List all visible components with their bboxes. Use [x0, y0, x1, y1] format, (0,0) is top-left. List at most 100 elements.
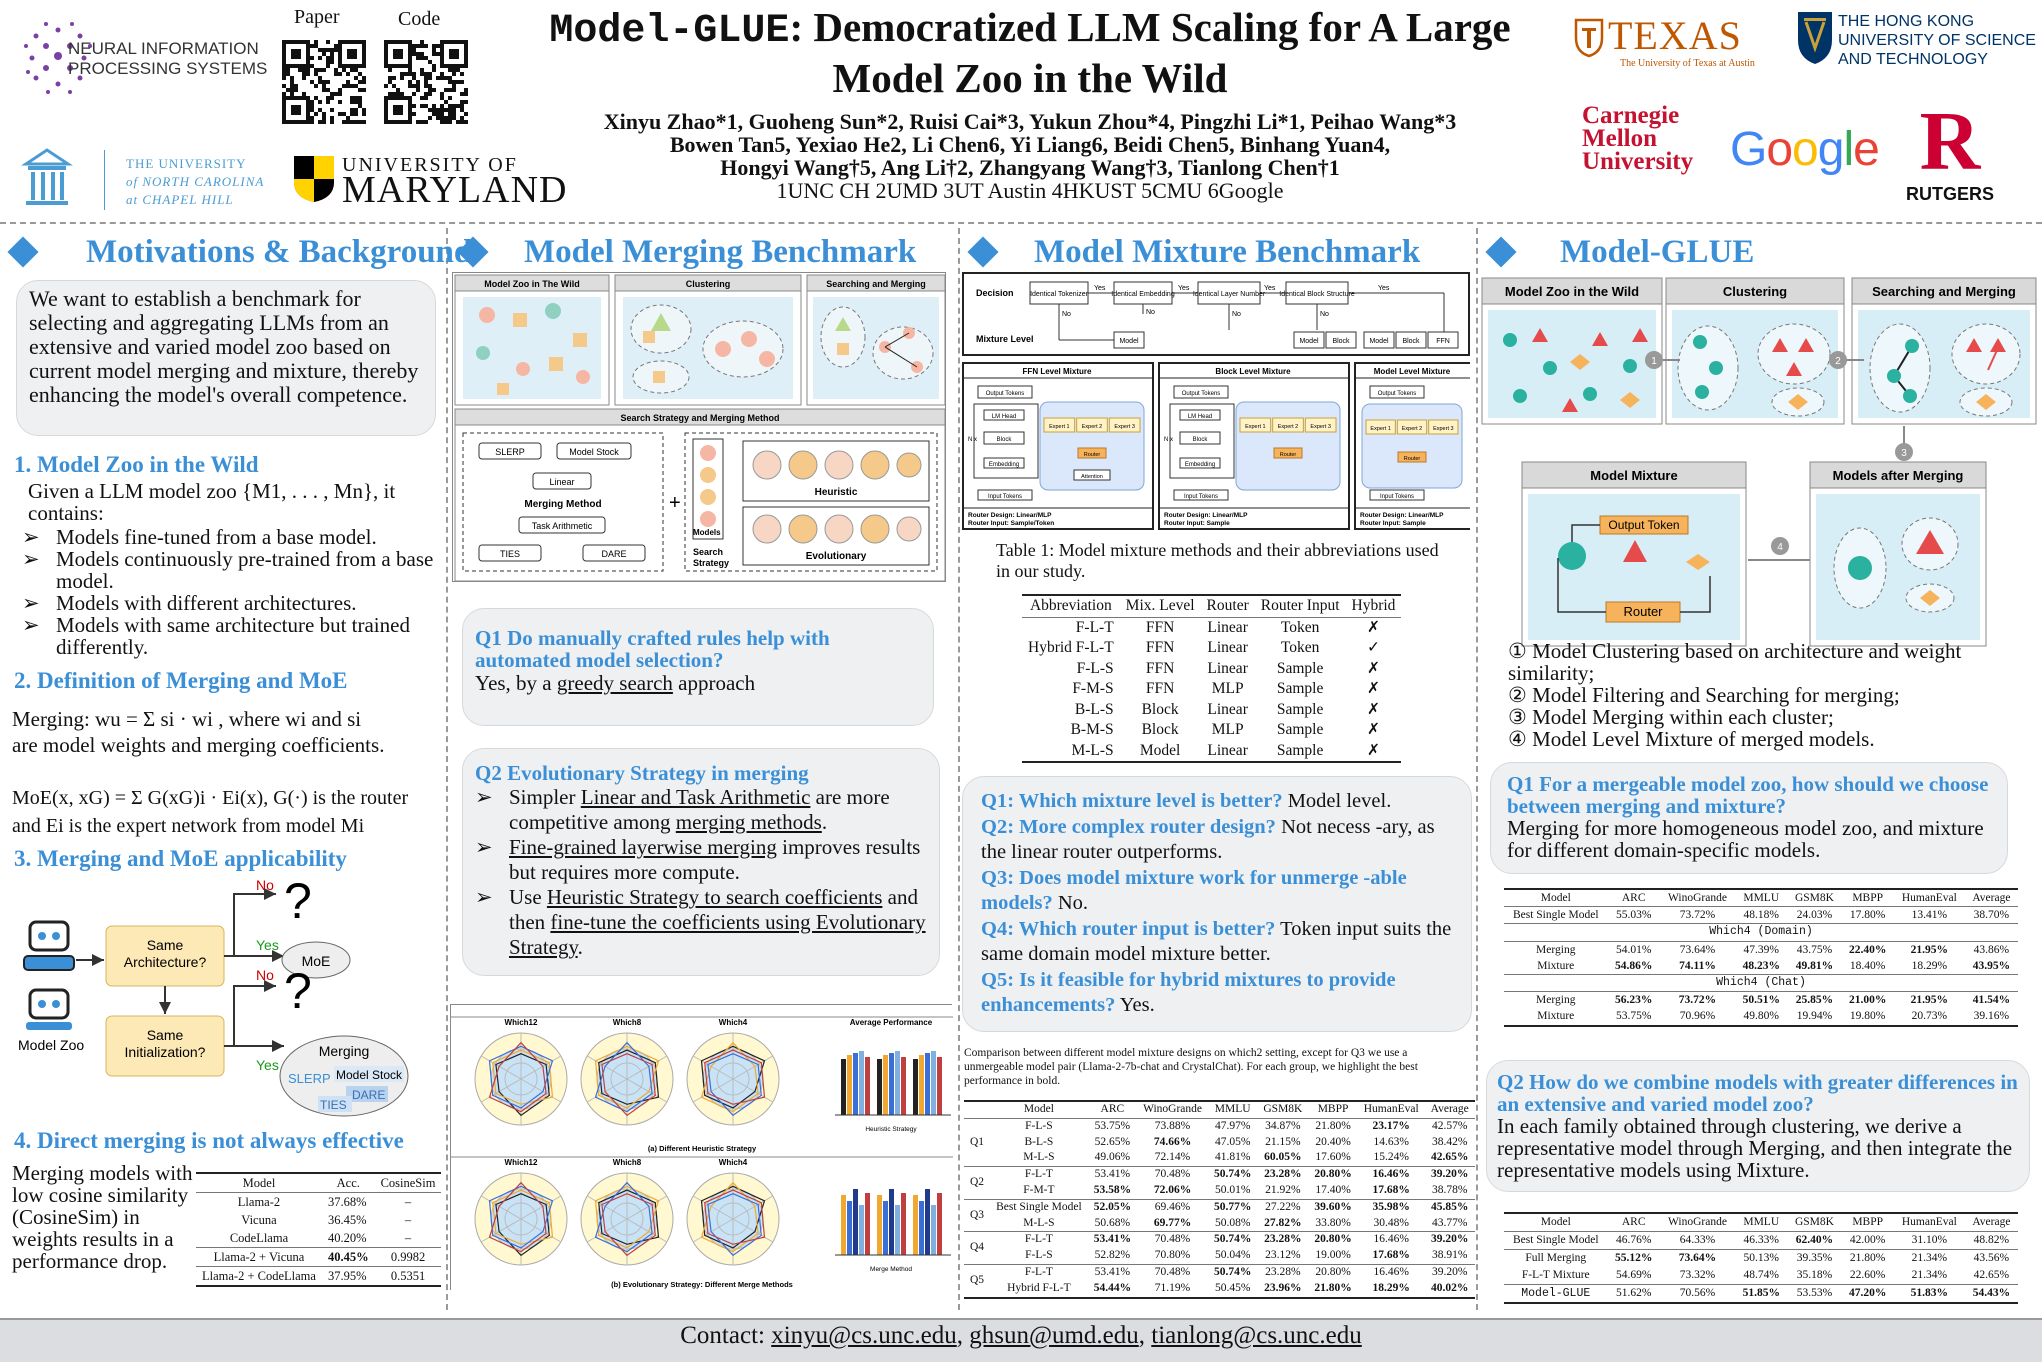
- s1-title: 1. Model Zoo in the Wild: [14, 452, 259, 477]
- table2-group: Q4: [970, 1241, 985, 1254]
- intro-text: We want to establish a benchmark for sel…: [29, 286, 419, 407]
- table1-header: Router Input: [1260, 597, 1340, 614]
- table-row: B-M-S Block MLP Sample ✗: [1022, 720, 1401, 741]
- glue-t2-cell: Best Single Model: [1512, 1234, 1599, 1246]
- cos-cell: Llama-2 + CodeLlama: [202, 1269, 316, 1283]
- table-row: Mixture 54.86% 74.11% 48.23% 49.81% 18.40% 18.…: [1504, 958, 2018, 975]
- table2-cell: 17.68%: [1372, 1249, 1410, 1262]
- step-number: 2: [1835, 356, 1841, 367]
- table2-cell: Hybrid F-L-T: [1007, 1281, 1071, 1294]
- table2-cell: 70.48%: [1154, 1168, 1191, 1181]
- table-row: Q1 F-L-S 53.75% 73.88% 47.97% 34.87% 21.80% 23.…: [964, 1118, 1475, 1148]
- col3-heading-text: Model Mixture Benchmark: [1034, 233, 1421, 270]
- glue-t1-cell: 50.51%: [1742, 994, 1780, 1007]
- glue-t1-cell: 56.23%: [1615, 994, 1653, 1007]
- s1-list: Models fine-tuned from a base model. Mod…: [22, 526, 442, 658]
- unc-line3: at CHAPEL HILL: [126, 192, 234, 207]
- table2-cell: 21.80%: [1314, 1281, 1352, 1294]
- table2-cell: 53.58%: [1093, 1183, 1132, 1196]
- output-tokens-label: Output Tokens: [986, 391, 1025, 397]
- code-qr-code[interactable]: [384, 40, 468, 124]
- table-row: Merging 56.23% 73.72% 50.51% 25.85% 21.00% 21.…: [1504, 992, 2018, 1009]
- mixture-methods-table: Abbreviation Mix. Level Router Router Input…: [1022, 594, 1402, 763]
- decision-box: Identical Layer Number: [1193, 291, 1266, 298]
- glue-t1-header: HumanEval: [1901, 892, 1957, 904]
- table1-cell: ✗: [1366, 680, 1380, 697]
- router-design-note: Router Design: Linear/MLP: [1360, 512, 1444, 519]
- umd-line2: MARYLAND: [342, 169, 568, 211]
- output-tokens-label: Output Tokens: [1378, 391, 1417, 397]
- rutgers-r: R: [1919, 95, 1981, 188]
- radar-title: Which8: [613, 1158, 642, 1167]
- unc-well-icon: [21, 148, 73, 205]
- glue-t2-cell: 46.76%: [1615, 1234, 1652, 1246]
- flow-no-1: No: [256, 877, 274, 893]
- table2-cell: 21.92%: [1265, 1183, 1301, 1196]
- email-link[interactable]: ghsun@umd.edu: [969, 1322, 1139, 1349]
- mixture-level-label: Mixture Level: [976, 334, 1034, 344]
- neurips-line2: PROCESSING SYSTEMS: [68, 59, 268, 78]
- authors-line3: Hongyi Wang†5, Ang Li†2, Zhangyang Wang†…: [720, 155, 1340, 180]
- cmu-line2: Mellon: [1582, 125, 1657, 152]
- glue-q1-text: Merging for more homogeneous model zoo, …: [1507, 816, 1984, 862]
- yes-label: Yes: [1094, 285, 1106, 292]
- table2-cell: 70.48%: [1154, 1233, 1191, 1246]
- table2-cell: Best Single Model: [996, 1200, 1082, 1213]
- mixture-panel-title: Model Level Mixture: [1374, 367, 1451, 376]
- hkust-line3: AND TECHNOLOGY: [1838, 51, 1988, 68]
- table1-cell: ✓: [1366, 639, 1380, 656]
- glue-t1-cell: 43.95%: [1972, 959, 2011, 972]
- glue-t2-cell: 50.13%: [1743, 1252, 1779, 1264]
- table2-cell: F-M-T: [1023, 1183, 1055, 1196]
- table2-header: MBPP: [1317, 1103, 1349, 1115]
- glue-q2-title: Q2 How do we combine models with greater…: [1497, 1070, 2018, 1116]
- table1-cell: Block: [1141, 700, 1179, 718]
- cmu-line1: Carnegie: [1582, 102, 1680, 129]
- no-label: No: [1232, 311, 1241, 318]
- heuristic-axis-label: Heuristic Strategy: [865, 1126, 917, 1133]
- cos-header: Model: [242, 1176, 276, 1190]
- mixture-panel-title: FFN Level Mixture: [1023, 367, 1092, 376]
- glue-t1-cell: 48.23%: [1742, 959, 1780, 972]
- glue-t2-cell: 22.60%: [1849, 1269, 1886, 1281]
- paper-qr-code[interactable]: [282, 40, 366, 124]
- radar-svg: Which12 Which8 Which4 Average Performance Wh…: [451, 1005, 953, 1291]
- table2-cell: 74.66%: [1153, 1135, 1192, 1148]
- table2-cell: M-L-S: [1023, 1216, 1055, 1229]
- ut-shield-icon: [1574, 18, 1604, 58]
- table2-cell: 50.68%: [1094, 1216, 1131, 1229]
- output-token-label: Output Token: [1608, 518, 1679, 532]
- glue-t2-cell: 51.85%: [1742, 1287, 1780, 1299]
- table2-cell: 23.12%: [1265, 1249, 1301, 1262]
- email-link[interactable]: tianlong@cs.unc.edu: [1151, 1322, 1362, 1349]
- cos-cell: CodeLlama: [229, 1231, 289, 1245]
- glue-t1-cell: 49.80%: [1743, 1010, 1779, 1023]
- table1-cell: Sample: [1276, 700, 1324, 718]
- unc-logo: THE UNIVERSITY of NORTH CAROLINA at CHAP…: [20, 146, 280, 218]
- glue-t2-cell: 21.80%: [1849, 1252, 1886, 1264]
- merging-equation: Merging: wu = Σ si · wi , where wi and s…: [12, 706, 442, 758]
- s2-title: 2. Definition of Merging and MoE: [14, 668, 348, 693]
- cos-cell: 40.20%: [327, 1231, 367, 1245]
- input-tokens-label: Input Tokens: [1380, 494, 1414, 500]
- table2-cell: 35.98%: [1372, 1200, 1410, 1213]
- table2-cell: 53.41%: [1094, 1168, 1131, 1181]
- table-row: Hybrid F-L-T 54.44% 71.19% 50.45% 23.96% 21.8…: [964, 1281, 1475, 1298]
- table2-cell: 45.85%: [1431, 1200, 1469, 1213]
- q2-merging-box: Q2 Evolutionary Strategy in merging Simp…: [462, 748, 940, 976]
- table1-header: Router: [1206, 597, 1249, 614]
- table2-cell: 40.02%: [1431, 1281, 1469, 1294]
- expert-label: Expert 3: [1114, 424, 1134, 430]
- radar-title: Which4: [719, 1158, 748, 1167]
- s4-title: 4. Direct merging is not always effectiv…: [14, 1128, 404, 1153]
- email-link[interactable]: xinyu@cs.unc.edu: [771, 1322, 957, 1349]
- glue-t1-cell: 39.16%: [1973, 1010, 2010, 1023]
- glue-t1-cell: 47.39%: [1743, 943, 1779, 956]
- s1-item: Models continuously pre-trained from a b…: [22, 548, 442, 592]
- table2-cell: 14.63%: [1373, 1135, 1409, 1148]
- authors-line1: Xinyu Zhao*1, Guoheng Sun*2, Ruisi Cai*3…: [603, 109, 1457, 134]
- glue-t2-header: MBPP: [1852, 1216, 1883, 1228]
- table2-cell: 70.48%: [1154, 1265, 1191, 1278]
- router-label: Router: [1280, 452, 1297, 458]
- table2-caption-text: Comparison between different model mixtu…: [964, 1047, 1418, 1087]
